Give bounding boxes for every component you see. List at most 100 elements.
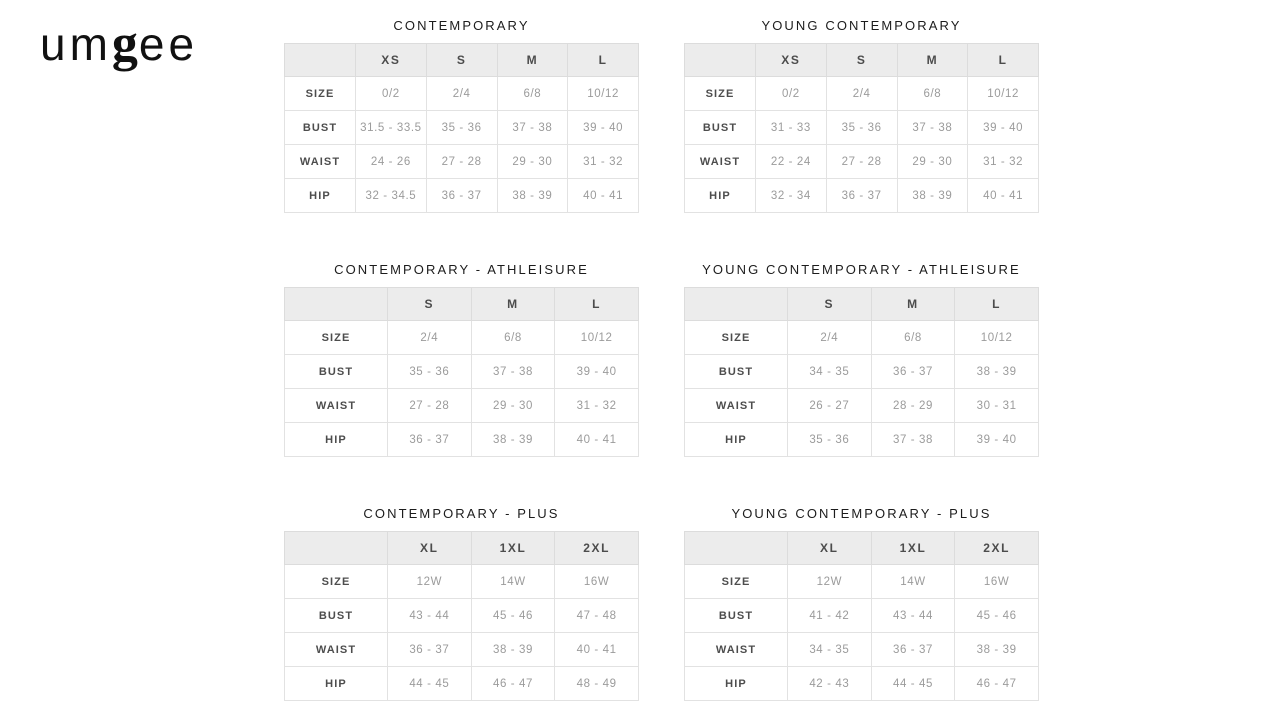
- cell-size-l: 10/12: [567, 76, 639, 111]
- cell-waist-s: 27 - 28: [425, 144, 498, 179]
- cell-bust-l: 39 - 40: [967, 110, 1039, 145]
- cell-size-xs: 0/2: [355, 76, 427, 111]
- table-row: HIP 32 - 34.5 36 - 37 38 - 39 40 - 41: [284, 178, 639, 213]
- row-label-size: SIZE: [684, 564, 788, 599]
- cell-bust-xs: 31 - 33: [755, 110, 827, 145]
- size-table-young-contemporary-plus: XL 1XL 2XL SIZE 12W 14W 16W BUST 41 - 42 43 - 44 4…: [684, 531, 1039, 701]
- row-label-waist: WAIST: [284, 144, 356, 179]
- cell-size-s: 2/4: [787, 320, 872, 355]
- cell-waist-2xl: 38 - 39: [954, 632, 1039, 667]
- table-corner-cell: [684, 43, 756, 77]
- table-row: WAIST 36 - 37 38 - 39 40 - 41: [284, 632, 639, 667]
- column-header-2xl: 2XL: [954, 531, 1039, 565]
- column-header-m: M: [870, 287, 956, 321]
- table-row: SIZE 12W 14W 16W: [284, 564, 639, 599]
- chart-title-young-contemporary-ath: YOUNG CONTEMPORARY - ATHLEISURE: [702, 262, 1021, 277]
- size-table-young-contemporary: XS S M L SIZE 0/2 2/4 6/8 10/12 BUST 31 - 33 35 - 3…: [684, 43, 1039, 213]
- cell-hip-2xl: 46 - 47: [954, 666, 1039, 701]
- row-label-waist: WAIST: [284, 388, 388, 423]
- row-label-hip: HIP: [684, 178, 756, 213]
- cell-hip-l: 40 - 41: [967, 178, 1039, 213]
- cell-waist-l: 30 - 31: [954, 388, 1039, 423]
- row-label-waist: WAIST: [684, 144, 756, 179]
- brand-logo-part2: g: [111, 15, 139, 72]
- cell-bust-xl: 41 - 42: [787, 598, 872, 633]
- size-chart-young-contemporary: YOUNG CONTEMPORARY XS S M L SIZE 0/2 2/4 6/8 10/1…: [684, 18, 1039, 213]
- column-header-s: S: [387, 287, 472, 321]
- table-row: SIZE 2/4 6/8 10/12: [684, 320, 1039, 355]
- cell-hip-s: 36 - 37: [825, 178, 898, 213]
- table-row: BUST 35 - 36 37 - 38 39 - 40: [284, 354, 639, 389]
- cell-bust-2xl: 47 - 48: [554, 598, 639, 633]
- table-row: WAIST 22 - 24 27 - 28 29 - 30 31 - 32: [684, 144, 1039, 179]
- column-header-s: S: [425, 43, 498, 77]
- size-chart-contemporary-ath: CONTEMPORARY - ATHLEISURE S M L SIZE 2/4 6/8 10…: [284, 262, 639, 457]
- chart-title-contemporary-ath: CONTEMPORARY - ATHLEISURE: [334, 262, 589, 277]
- cell-hip-2xl: 48 - 49: [554, 666, 639, 701]
- cell-bust-m: 37 - 38: [496, 110, 569, 145]
- table-corner-cell: [284, 43, 356, 77]
- cell-bust-s: 34 - 35: [787, 354, 872, 389]
- column-header-l: L: [967, 43, 1039, 77]
- table-header-row: XL 1XL 2XL: [284, 531, 639, 565]
- cell-size-m: 6/8: [870, 320, 956, 355]
- table-row: WAIST 27 - 28 29 - 30 31 - 32: [284, 388, 639, 423]
- cell-waist-m: 29 - 30: [896, 144, 969, 179]
- size-table-contemporary-plus: XL 1XL 2XL SIZE 12W 14W 16W BUST 43 - 44 45 - 46 4…: [284, 531, 639, 701]
- cell-size-1xl: 14W: [870, 564, 956, 599]
- cell-waist-2xl: 40 - 41: [554, 632, 639, 667]
- cell-bust-l: 39 - 40: [554, 354, 639, 389]
- row-label-waist: WAIST: [284, 632, 388, 667]
- cell-size-l: 10/12: [954, 320, 1039, 355]
- row-label-hip: HIP: [684, 422, 788, 457]
- cell-hip-m: 37 - 38: [870, 422, 956, 457]
- cell-waist-l: 31 - 32: [967, 144, 1039, 179]
- cell-hip-xl: 44 - 45: [387, 666, 472, 701]
- table-row: BUST 34 - 35 36 - 37 38 - 39: [684, 354, 1039, 389]
- table-row: HIP 44 - 45 46 - 47 48 - 49: [284, 666, 639, 701]
- table-header-row: XS S M L: [284, 43, 639, 77]
- cell-waist-xs: 24 - 26: [355, 144, 427, 179]
- cell-waist-1xl: 36 - 37: [870, 632, 956, 667]
- chart-title-young-contemporary-plus: YOUNG CONTEMPORARY - PLUS: [731, 506, 992, 521]
- cell-waist-xs: 22 - 24: [755, 144, 827, 179]
- cell-hip-s: 36 - 37: [425, 178, 498, 213]
- column-header-xl: XL: [387, 531, 472, 565]
- cell-size-l: 10/12: [967, 76, 1039, 111]
- size-chart-contemporary: CONTEMPORARY XS S M L SIZE 0/2 2/4 6/8 10/12 BUST 3…: [284, 18, 639, 213]
- table-row: HIP 35 - 36 37 - 38 39 - 40: [684, 422, 1039, 457]
- column-header-xs: XS: [755, 43, 827, 77]
- cell-hip-s: 36 - 37: [387, 422, 472, 457]
- column-header-l: L: [554, 287, 639, 321]
- table-corner-cell: [684, 287, 788, 321]
- row-label-bust: BUST: [284, 354, 388, 389]
- cell-hip-l: 39 - 40: [954, 422, 1039, 457]
- cell-bust-s: 35 - 36: [425, 110, 498, 145]
- cell-size-xl: 12W: [387, 564, 472, 599]
- row-label-hip: HIP: [684, 666, 788, 701]
- size-chart-young-contemporary-plus: YOUNG CONTEMPORARY - PLUS XL 1XL 2XL SIZE 12W…: [684, 506, 1039, 701]
- cell-bust-l: 38 - 39: [954, 354, 1039, 389]
- cell-hip-xs: 32 - 34: [755, 178, 827, 213]
- cell-waist-m: 28 - 29: [870, 388, 956, 423]
- cell-waist-m: 29 - 30: [496, 144, 569, 179]
- column-header-l: L: [954, 287, 1039, 321]
- table-header-row: XL 1XL 2XL: [684, 531, 1039, 565]
- row-label-bust: BUST: [684, 110, 756, 145]
- cell-hip-xl: 42 - 43: [787, 666, 872, 701]
- column-header-m: M: [496, 43, 569, 77]
- row-label-hip: HIP: [284, 666, 388, 701]
- cell-size-l: 10/12: [554, 320, 639, 355]
- cell-hip-s: 35 - 36: [787, 422, 872, 457]
- size-chart-contemporary-plus: CONTEMPORARY - PLUS XL 1XL 2XL SIZE 12W 14W 16W…: [284, 506, 639, 701]
- cell-waist-1xl: 38 - 39: [470, 632, 556, 667]
- column-header-m: M: [470, 287, 556, 321]
- cell-waist-s: 26 - 27: [787, 388, 872, 423]
- column-header-xs: XS: [355, 43, 427, 77]
- cell-waist-m: 29 - 30: [470, 388, 556, 423]
- cell-hip-1xl: 46 - 47: [470, 666, 556, 701]
- row-label-size: SIZE: [684, 76, 756, 111]
- table-row: BUST 43 - 44 45 - 46 47 - 48: [284, 598, 639, 633]
- table-row: BUST 31.5 - 33.5 35 - 36 37 - 38 39 - 40: [284, 110, 639, 145]
